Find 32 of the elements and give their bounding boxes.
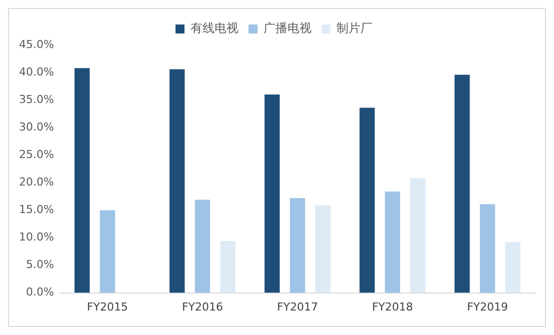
y-tick-label: 15.0%	[18, 203, 54, 216]
x-tick-label: FY2017	[276, 300, 318, 314]
y-tick-label: 5.0%	[26, 258, 54, 272]
x-tick-label: FY2019	[466, 300, 508, 314]
y-tick-label: 40.0%	[18, 65, 54, 78]
legend-label: 有线电视	[190, 21, 238, 36]
y-tick-label: 0.0%	[26, 286, 54, 299]
bar	[505, 242, 520, 293]
legend-label: 广播电视	[264, 21, 312, 36]
bar	[264, 94, 280, 293]
bar	[410, 178, 426, 293]
bar	[74, 68, 90, 293]
bar	[454, 74, 470, 293]
y-tick-label: 20.0%	[18, 176, 54, 189]
y-tick-label: 35.0%	[18, 92, 54, 106]
x-tick-label: FY2015	[86, 300, 128, 314]
y-tick-label: 45.0%	[18, 38, 54, 51]
bar	[480, 204, 496, 293]
bar	[384, 191, 400, 293]
bar	[290, 198, 306, 293]
x-tick-label: FY2016	[182, 300, 223, 314]
bar	[220, 241, 236, 293]
x-tick-label: FY2018	[372, 300, 414, 314]
y-tick-label: 25.0%	[18, 148, 54, 161]
y-tick-label: 10.0%	[18, 230, 54, 244]
bar	[194, 200, 210, 293]
bar	[360, 108, 375, 293]
bar	[170, 69, 185, 293]
bar	[100, 210, 116, 293]
y-tick-label: 30.0%	[18, 120, 54, 134]
bar	[315, 205, 330, 293]
legend-label: 制片厂	[336, 21, 372, 36]
